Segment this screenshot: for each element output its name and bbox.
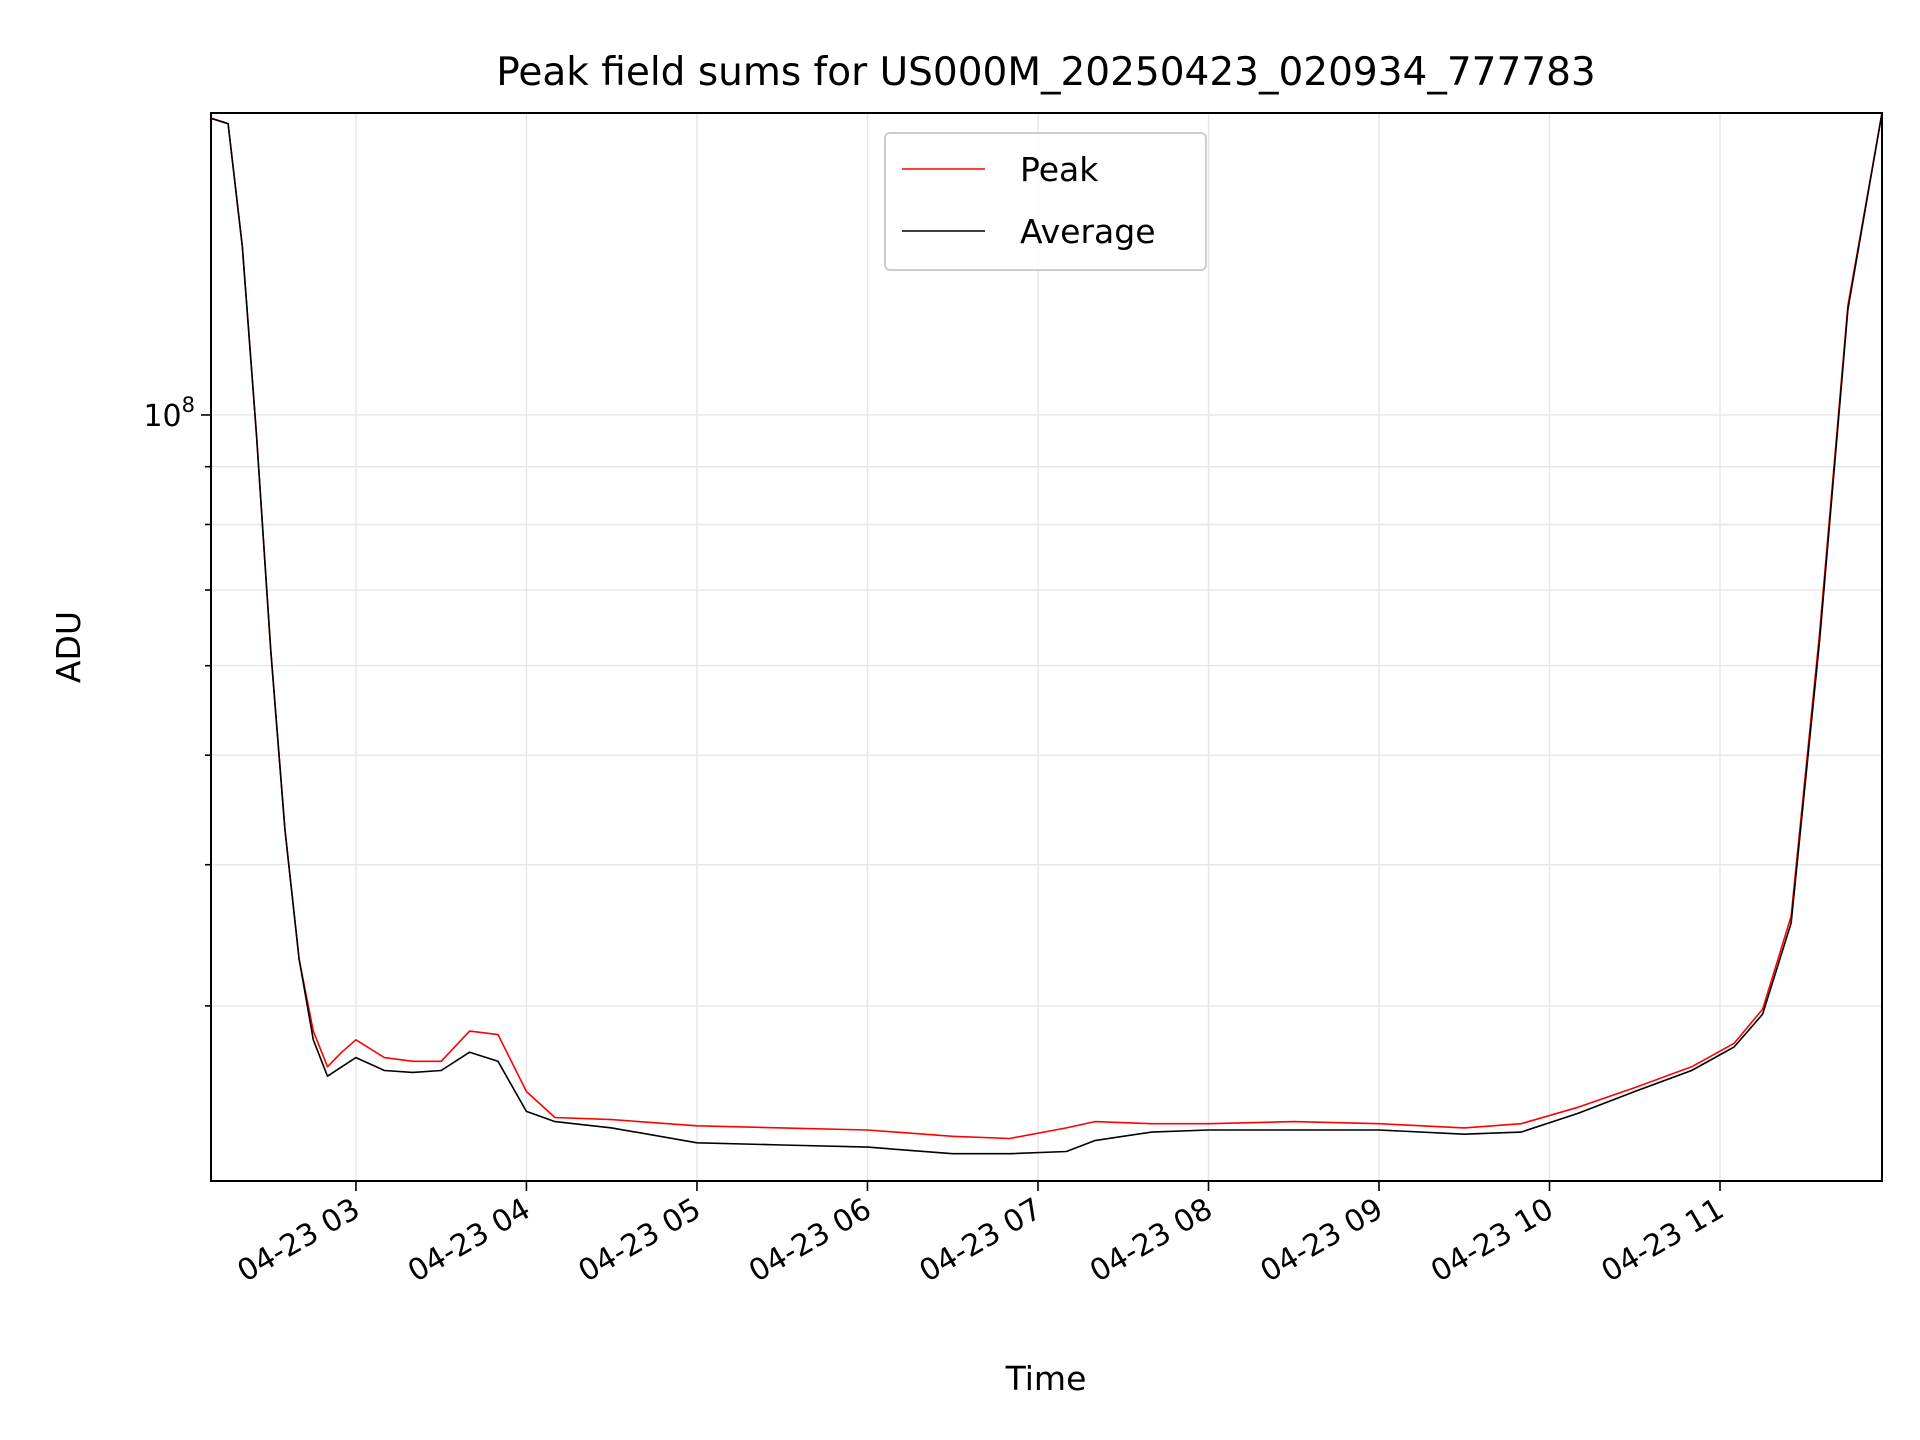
series-line-peak bbox=[211, 113, 1882, 1140]
chart-title: Peak field sums for US000M_20250423_0209… bbox=[496, 50, 1595, 95]
grid-lines bbox=[211, 113, 1882, 1181]
y-tick-label: 108 bbox=[143, 393, 195, 434]
legend-label-average: Average bbox=[1020, 212, 1156, 251]
x-axis-label: Time bbox=[1005, 1359, 1087, 1398]
legend: Peak Average bbox=[884, 132, 1207, 271]
y-tick-label-exponent: 8 bbox=[182, 393, 195, 417]
plot-frame bbox=[210, 112, 1883, 1182]
legend-frame bbox=[884, 132, 1207, 271]
y-axis-label: ADU bbox=[49, 611, 88, 683]
series-lines bbox=[211, 113, 1882, 1155]
legend-label-peak: Peak bbox=[1020, 150, 1099, 189]
series-line-average bbox=[211, 113, 1882, 1155]
